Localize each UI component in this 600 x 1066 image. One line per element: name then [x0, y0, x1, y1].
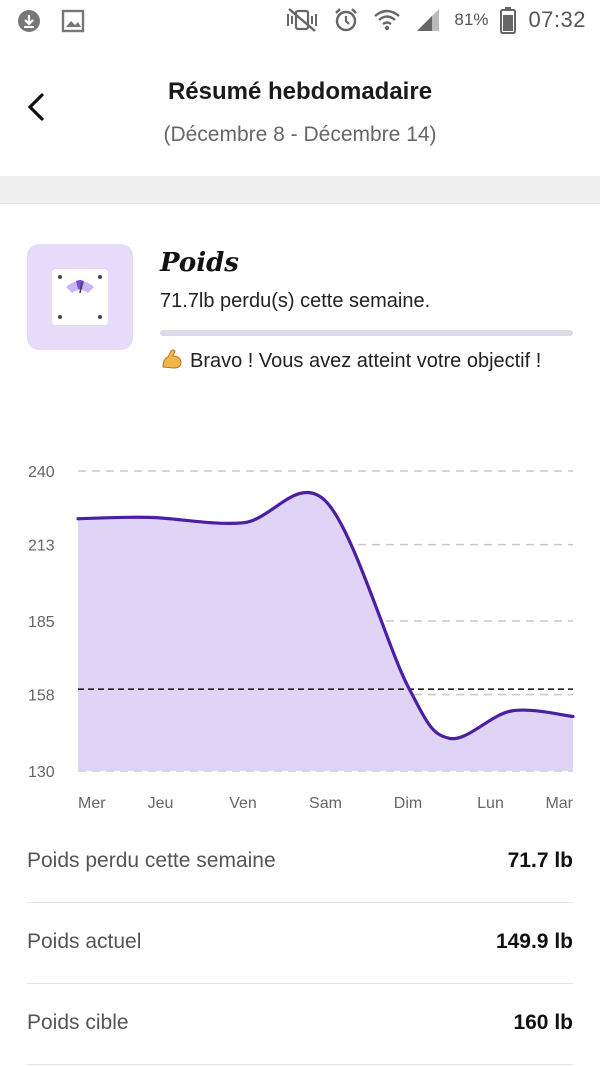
congrats-text: Bravo ! Vous avez atteint votre objectif…	[190, 350, 542, 372]
stat-row: Poids actuel 149.9 lb	[27, 904, 573, 984]
goal-progress-fill	[160, 330, 573, 336]
signal-icon	[417, 9, 440, 31]
y-tick-label: 213	[28, 538, 55, 555]
back-arrow-icon[interactable]	[22, 92, 52, 122]
x-tick-label: Dim	[394, 795, 422, 812]
y-tick-label: 185	[28, 614, 55, 631]
x-tick-label: Ven	[229, 795, 257, 812]
x-tick-label: Jeu	[148, 795, 174, 812]
weight-chart: 240 213 185 158 130 Mer Jeu Ven Sam Dim Lun Mar	[0, 440, 600, 830]
weight-tile	[27, 244, 133, 350]
vibrate-mute-icon	[287, 8, 318, 32]
stat-value: 149.9 lb	[495, 930, 573, 953]
image-icon	[61, 9, 85, 33]
clock: 07:32	[528, 7, 586, 32]
stat-label: Poids perdu cette semaine	[27, 849, 276, 872]
date-range: (Décembre 8 - Décembre 14)	[163, 123, 437, 146]
status-left-icons	[16, 8, 86, 34]
section-divider	[0, 176, 600, 204]
y-tick-label: 130	[28, 764, 55, 781]
stat-label: Poids actuel	[27, 930, 142, 953]
status-bar: 81% 07:32	[0, 0, 600, 44]
weight-chart-svg: 240 213 185 158 130 Mer Jeu Ven Sam Dim Lun Mar	[28, 464, 575, 812]
flexed-biceps-icon	[160, 347, 184, 376]
series-area-fill	[78, 492, 573, 771]
stat-row: Poids cible 160 lb	[27, 985, 573, 1065]
scale-icon	[52, 269, 108, 325]
stat-label: Poids cible	[27, 1011, 129, 1034]
alarm-icon	[335, 8, 358, 32]
wifi-icon	[374, 9, 401, 31]
x-tick-label: Sam	[309, 795, 342, 812]
goal-progress-bar	[160, 330, 573, 336]
battery-icon	[500, 7, 517, 34]
x-tick-label: Lun	[477, 795, 504, 812]
stat-value: 160 lb	[513, 1011, 573, 1034]
y-tick-label: 240	[28, 464, 55, 481]
battery-percent: 81%	[454, 10, 489, 29]
card-title: Poids	[160, 248, 239, 278]
series-line	[76, 490, 575, 741]
y-tick-label: 158	[28, 688, 55, 705]
x-tick-label: Mer	[78, 795, 106, 812]
congrats-message: Bravo ! Vous avez atteint votre objectif…	[160, 347, 580, 376]
weight-lost-summary: 71.7lb perdu(s) cette semaine.	[160, 290, 431, 312]
stat-row: Poids perdu cette semaine 71.7 lb	[27, 823, 573, 903]
status-right-icons: 81% 07:32	[284, 6, 586, 34]
x-tick-label: Mar	[545, 795, 573, 812]
stat-value: 71.7 lb	[507, 849, 573, 872]
scale-dial-icon	[58, 275, 102, 319]
header: Résumé hebdomadaire (Décembre 8 - Décemb…	[0, 44, 600, 176]
page-title: Résumé hebdomadaire	[167, 78, 433, 105]
cloud-download-icon	[18, 10, 40, 32]
